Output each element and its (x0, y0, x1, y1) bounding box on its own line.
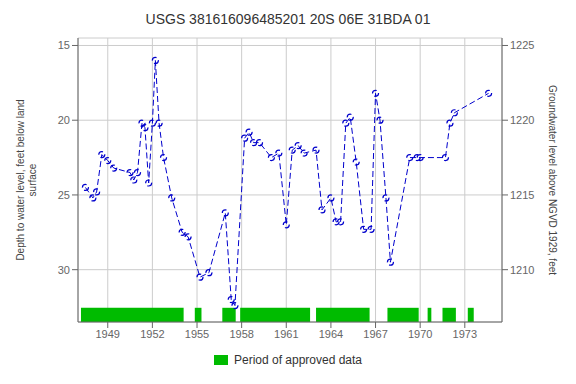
svg-text:Groundwater level above NGVD 1: Groundwater level above NGVD 1929, feet (547, 85, 558, 275)
svg-text:15: 15 (58, 39, 70, 51)
svg-text:1958: 1958 (229, 328, 253, 340)
svg-text:1955: 1955 (185, 328, 209, 340)
svg-text:1967: 1967 (363, 328, 387, 340)
svg-text:1973: 1973 (453, 328, 477, 340)
svg-text:30: 30 (58, 264, 70, 276)
svg-text:25: 25 (58, 189, 70, 201)
svg-text:1961: 1961 (274, 328, 298, 340)
svg-text:1952: 1952 (140, 328, 164, 340)
html-text:USGS 381616096485201 20S 06E 3: USGS 381616096485201 20S 06E 31BDA 01 (145, 11, 431, 27)
svg-text:1210: 1210 (510, 264, 534, 276)
svg-text:Depth to water level, feet bel: Depth to water level, feet below landsur… (15, 99, 38, 260)
svg-text:20: 20 (58, 114, 70, 126)
svg-text:1215: 1215 (510, 189, 534, 201)
svg-text:1964: 1964 (319, 328, 343, 340)
svg-text:1220: 1220 (510, 114, 534, 126)
html-text:Period of approved data: Period of approved data (234, 353, 362, 367)
svg-text:1949: 1949 (96, 328, 120, 340)
svg-text:1970: 1970 (408, 328, 432, 340)
svg-text:1225: 1225 (510, 39, 534, 51)
